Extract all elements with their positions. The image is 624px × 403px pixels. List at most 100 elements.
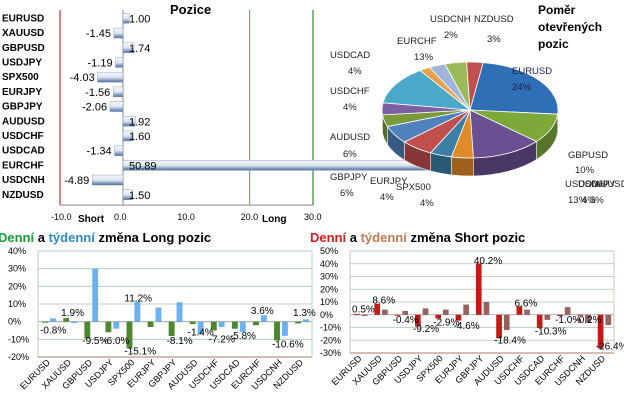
- bar: [422, 308, 429, 315]
- pie-slice-name: EURCHF: [397, 36, 437, 47]
- position-value-label: -1.56: [85, 87, 110, 99]
- bar: [210, 321, 217, 331]
- data-label: 0.5%: [352, 305, 375, 316]
- bar: [536, 314, 543, 328]
- bar: [281, 321, 288, 336]
- bar: [516, 306, 523, 315]
- data-label: 6.6%: [514, 298, 537, 309]
- pie-slice-name: USDJPY: [578, 179, 616, 190]
- pie-slice-percent: 13%: [414, 52, 434, 63]
- positions-chart: EURUSD 1.00 XAUUSD -1.45 GBPUSD 1.74 USDJPY -1.…: [2, 2, 446, 225]
- bar: [402, 310, 409, 315]
- y-tick-label: 50%: [320, 246, 338, 256]
- data-label: 11.2%: [124, 294, 152, 305]
- x-tick-label: 10.0: [177, 212, 195, 222]
- category-label: AUDUSD: [2, 116, 45, 127]
- pie-slice-name: NZDUSD: [474, 14, 514, 25]
- positions-title: Pozice: [170, 2, 211, 17]
- position-bar: [122, 189, 133, 200]
- bar: [564, 307, 571, 315]
- bar: [260, 315, 267, 322]
- data-label: 40.2%: [474, 256, 502, 267]
- position-bar: [91, 174, 124, 186]
- data-label: -10.6%: [272, 340, 304, 351]
- data-label: 1.3%: [293, 308, 316, 319]
- position-bar: [122, 160, 446, 171]
- data-label: -0.8%: [40, 326, 66, 337]
- pie-slice-name: EURUSD: [512, 66, 552, 77]
- y-tick-label: 10%: [320, 297, 338, 307]
- long-label: Long: [262, 214, 286, 225]
- bar: [231, 321, 238, 329]
- bar: [524, 309, 530, 315]
- data-label: 3.6%: [251, 306, 274, 317]
- open-positions-pie-chart: Poměr otevřených pozic EURUSD 24% GBPUSD 10% US…: [330, 3, 624, 209]
- category-label: USDCAD: [2, 146, 45, 157]
- bar: [71, 321, 78, 324]
- pie-slice-percent: 3%: [590, 195, 604, 206]
- category-label: GBPUSD: [2, 43, 45, 54]
- y-tick-label: -20%: [8, 352, 29, 362]
- y-tick-label: -20%: [320, 335, 341, 345]
- category-label: SPX500: [2, 72, 39, 83]
- y-tick-label: -30%: [320, 348, 341, 358]
- y-tick-label: 40%: [8, 246, 26, 256]
- position-value-label: -1.34: [87, 146, 112, 158]
- pie-slice-name: USDCAD: [330, 50, 370, 61]
- category-label: GBPJPY: [2, 102, 43, 113]
- bar: [189, 321, 196, 325]
- pie-slice-side: [451, 156, 474, 177]
- position-value-label: -4.03: [70, 72, 95, 84]
- bar: [197, 321, 204, 335]
- data-label: -7.2%: [209, 334, 235, 345]
- position-bar: [122, 130, 134, 142]
- bar: [496, 314, 502, 339]
- position-value-label: -4.89: [64, 175, 89, 187]
- position-value-label: 50.89: [129, 160, 157, 172]
- bar: [354, 314, 360, 316]
- y-tick-label: 0%: [320, 310, 333, 320]
- data-label: -9.5%: [82, 336, 108, 347]
- pie-slice-percent: 24%: [512, 82, 532, 93]
- category-label: EURUSD: [2, 13, 44, 24]
- pie-slice-percent: 4%: [420, 198, 434, 209]
- bar: [155, 307, 162, 322]
- position-value-label: -1.19: [88, 57, 113, 69]
- data-label: -5.8%: [230, 331, 256, 342]
- x-tick-label: 30.0: [304, 212, 322, 222]
- category-label: XAUUSD: [2, 28, 44, 39]
- bar: [442, 309, 449, 315]
- data-label: -15.1%: [124, 347, 156, 358]
- x-tick-label: 0.0: [114, 212, 127, 222]
- pie-title-line: Poměr: [538, 3, 576, 17]
- bar: [483, 302, 490, 315]
- bar: [274, 321, 280, 341]
- position-bar: [113, 27, 124, 39]
- pie-slice: [469, 109, 538, 159]
- pie-slice-percent: 4%: [348, 66, 362, 77]
- pie-slice-percent: 4%: [582, 195, 596, 206]
- data-label: 1.9%: [61, 308, 84, 319]
- data-label: -9.2%: [413, 324, 439, 335]
- bar: [394, 314, 401, 316]
- x-tick-label: -10.0: [51, 212, 72, 222]
- chart-title: Denní a týdenní změna Short pozic: [310, 230, 525, 245]
- data-label: -10.3%: [535, 326, 567, 337]
- pie-slice-percent: 6%: [340, 188, 354, 199]
- y-tick-label: 20%: [320, 284, 338, 294]
- pie-slice-name: USDCHF: [330, 86, 370, 97]
- chart-title-part: a: [346, 230, 360, 245]
- bar: [577, 314, 584, 316]
- data-label: -4.6%: [454, 321, 480, 332]
- data-label: -18.4%: [494, 335, 526, 346]
- data-label: -26.4%: [596, 342, 624, 353]
- pie-slice: [469, 62, 559, 115]
- bar: [303, 319, 309, 322]
- bar: [84, 321, 91, 339]
- bar: [147, 321, 154, 327]
- position-bar: [122, 116, 136, 127]
- position-value-label: 1.92: [129, 116, 150, 128]
- bar: [105, 321, 112, 333]
- category-label: EURCHF: [2, 160, 44, 171]
